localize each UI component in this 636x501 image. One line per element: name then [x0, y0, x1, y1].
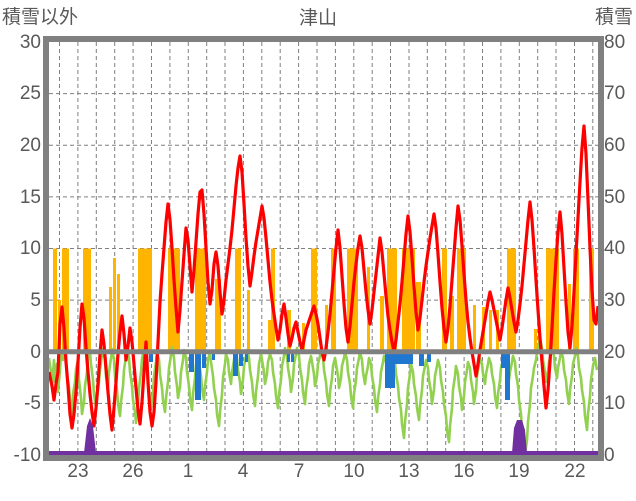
plot-area	[49, 42, 598, 455]
xtick-3: 4	[237, 461, 249, 482]
ytick-right-7: 10	[604, 393, 626, 414]
left-axis-caption: 積雪以外	[2, 7, 79, 28]
temperature-line	[49, 124, 598, 432]
xtick-1: 26	[122, 461, 144, 482]
ytick-right-5: 30	[604, 290, 626, 311]
ytick-right-4: 40	[604, 238, 626, 259]
right-axis-caption: 積雪	[594, 7, 633, 28]
plot-frame	[43, 36, 604, 461]
xtick-7: 16	[453, 461, 475, 482]
ytick-left-3: 15	[19, 187, 41, 208]
ytick-left-6: 0	[30, 342, 41, 363]
ytick-left-2: 20	[19, 135, 41, 156]
ytick-right-3: 50	[604, 187, 626, 208]
negative-blue-bars	[149, 352, 510, 400]
chart-title: 津山	[298, 8, 337, 29]
ytick-right-0: 80	[604, 32, 626, 53]
ytick-left-1: 25	[19, 83, 41, 104]
snow-depth-series	[49, 418, 598, 455]
xtick-5: 10	[343, 461, 365, 482]
xtick-0: 23	[67, 461, 89, 482]
xtick-4: 7	[293, 461, 305, 482]
xtick-8: 19	[508, 461, 530, 482]
xtick-9: 22	[564, 461, 586, 482]
ytick-left-8: -10	[13, 445, 41, 466]
ytick-right-6: 20	[604, 342, 626, 363]
ytick-left-5: 5	[30, 290, 41, 311]
ytick-right-2: 60	[604, 135, 626, 156]
ytick-left-4: 10	[19, 238, 41, 259]
ytick-right-8: 0	[604, 445, 615, 466]
xtick-6: 13	[398, 461, 420, 482]
chart-svg	[49, 42, 598, 455]
xtick-2: 1	[182, 461, 194, 482]
ytick-left-7: -5	[24, 393, 41, 414]
ytick-left-0: 30	[19, 32, 41, 53]
ytick-right-1: 70	[604, 83, 626, 104]
